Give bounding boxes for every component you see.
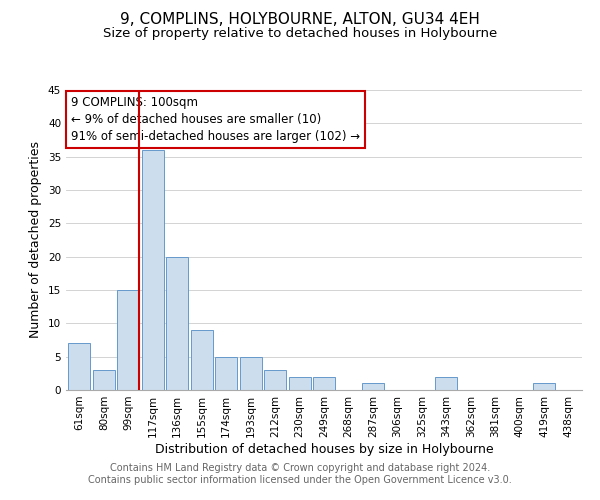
Bar: [118, 290, 139, 390]
Bar: [239, 356, 262, 390]
Bar: [362, 384, 384, 390]
Text: 9, COMPLINS, HOLYBOURNE, ALTON, GU34 4EH: 9, COMPLINS, HOLYBOURNE, ALTON, GU34 4EH: [120, 12, 480, 28]
Text: Size of property relative to detached houses in Holybourne: Size of property relative to detached ho…: [103, 28, 497, 40]
Bar: [289, 376, 311, 390]
Text: 9 COMPLINS: 100sqm
← 9% of detached houses are smaller (10)
91% of semi-detached: 9 COMPLINS: 100sqm ← 9% of detached hous…: [71, 96, 360, 143]
Bar: [313, 376, 335, 390]
Bar: [533, 384, 555, 390]
Bar: [435, 376, 457, 390]
Bar: [93, 370, 115, 390]
X-axis label: Distribution of detached houses by size in Holybourne: Distribution of detached houses by size …: [155, 442, 493, 456]
Bar: [166, 256, 188, 390]
Bar: [68, 344, 91, 390]
Bar: [142, 150, 164, 390]
Bar: [191, 330, 213, 390]
Text: Contains HM Land Registry data © Crown copyright and database right 2024.
Contai: Contains HM Land Registry data © Crown c…: [88, 464, 512, 485]
Bar: [215, 356, 237, 390]
Y-axis label: Number of detached properties: Number of detached properties: [29, 142, 43, 338]
Bar: [264, 370, 286, 390]
